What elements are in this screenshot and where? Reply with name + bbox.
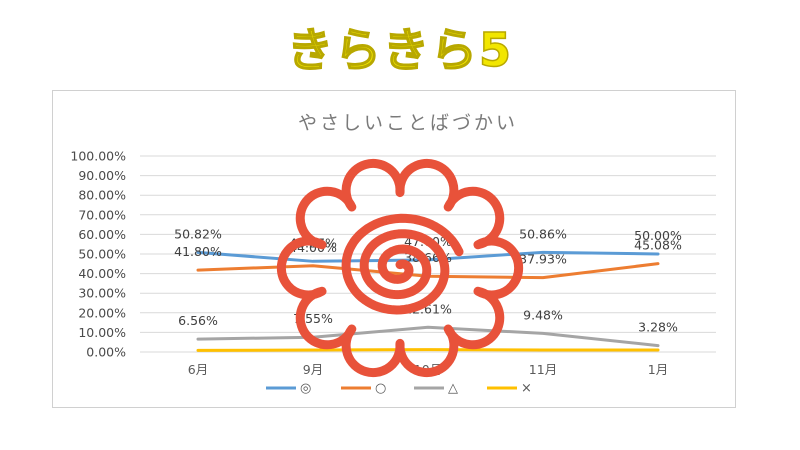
legend: ◎ ○ △ × bbox=[266, 381, 532, 396]
data-label: 41.80% bbox=[174, 244, 222, 259]
stamp-spiral bbox=[341, 213, 464, 315]
x-tick-label: 6月 bbox=[188, 362, 208, 377]
legend-label: ○ bbox=[375, 381, 386, 396]
data-label: 6.56% bbox=[178, 313, 218, 328]
y-tick-label: 0.00% bbox=[86, 345, 126, 360]
banner-title: きらきら5 bbox=[286, 22, 513, 78]
legend-label: ◎ bbox=[300, 381, 311, 396]
data-label: 50.82% bbox=[174, 226, 222, 241]
legend-label: △ bbox=[448, 381, 458, 396]
x-tick-label: 9月 bbox=[303, 362, 323, 377]
x-tick-label: 1月 bbox=[648, 362, 668, 377]
y-tick-label: 40.00% bbox=[78, 266, 126, 281]
y-tick-label: 70.00% bbox=[78, 207, 126, 222]
stamp-petals bbox=[276, 158, 524, 378]
legend-label: × bbox=[521, 381, 532, 396]
y-tick-label: 60.00% bbox=[78, 227, 126, 242]
data-label: 50.00% bbox=[634, 228, 682, 243]
data-label: 45.08% bbox=[634, 238, 682, 253]
x-tick-label: 11月 bbox=[529, 362, 557, 377]
y-tick-label: 80.00% bbox=[78, 188, 126, 203]
y-tick-label: 100.00% bbox=[70, 149, 126, 164]
y-tick-label: 20.00% bbox=[78, 305, 126, 320]
y-tick-label: 50.00% bbox=[78, 247, 126, 262]
y-tick-label: 90.00% bbox=[78, 168, 126, 183]
data-label: 3.28% bbox=[638, 320, 678, 335]
y-axis-ticks: 0.00% 10.00% 20.00% 30.00% 40.00% 50.00% 60.00… bbox=[70, 149, 126, 360]
series-line-3 bbox=[196, 348, 660, 352]
chart-title: やさしいことばづかい bbox=[298, 112, 518, 134]
y-tick-label: 10.00% bbox=[78, 325, 126, 340]
y-tick-label: 30.00% bbox=[78, 286, 126, 301]
data-label: 9.48% bbox=[523, 307, 563, 322]
data-label: 37.93% bbox=[519, 252, 567, 267]
hanamaru-stamp-icon bbox=[276, 158, 524, 378]
data-label: 50.86% bbox=[519, 226, 567, 241]
series-line-2 bbox=[196, 325, 660, 348]
